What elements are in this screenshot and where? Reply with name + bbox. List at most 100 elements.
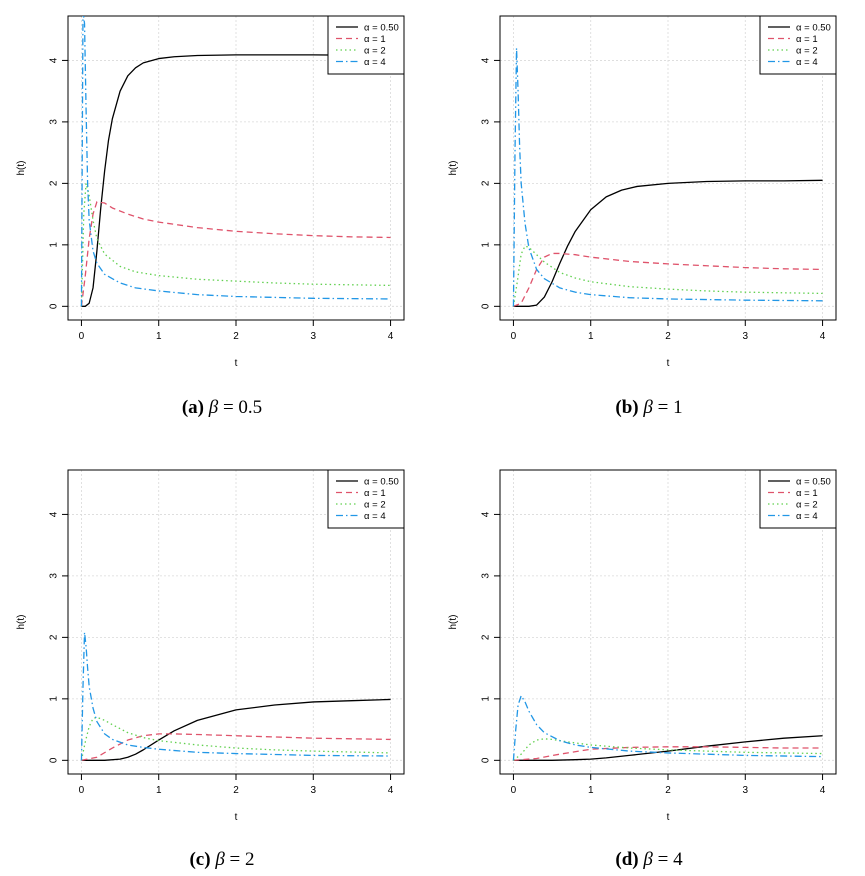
legend-label-4: α = 4 bbox=[796, 57, 818, 68]
legend: α = 0.50α = 1α = 2α = 4 bbox=[327, 469, 405, 529]
x-tick-label: 1 bbox=[156, 331, 162, 342]
y-tick-label: 3 bbox=[49, 573, 60, 579]
x-tick-label: 0 bbox=[511, 331, 517, 342]
chart-panel-d: 0 1 2 3 4 0 1 2 3 4 t h(t) α = 0.50α = 1α = 2α = 4 bbox=[448, 469, 837, 823]
caption-c-label: (c) bbox=[189, 849, 211, 870]
y-axis-label: h(t) bbox=[16, 615, 27, 630]
legend-label-2: α = 1 bbox=[364, 488, 386, 499]
series-line-1 bbox=[81, 698, 391, 761]
caption-b-label: (b) bbox=[615, 397, 639, 418]
series-group bbox=[512, 47, 823, 307]
caption-c: (c) β = 2 bbox=[6, 849, 438, 871]
legend-label-3: α = 2 bbox=[364, 46, 386, 57]
legend-box bbox=[327, 469, 405, 529]
legend-label-2: α = 1 bbox=[796, 34, 818, 45]
y-tick-label: 1 bbox=[481, 242, 492, 248]
caption-b: (b) β = 1 bbox=[433, 397, 865, 419]
series-line-1 bbox=[513, 735, 823, 761]
series-group bbox=[80, 16, 391, 307]
caption-d: (d) β = 4 bbox=[433, 849, 865, 871]
x-tick-label: 3 bbox=[310, 785, 316, 796]
chart-panel-c: 0 1 2 3 4 0 1 2 3 4 t h(t) α = 0.50α = 1α = 2α = 4 bbox=[16, 469, 405, 823]
x-tick-label: 0 bbox=[79, 331, 85, 342]
legend-label-2: α = 1 bbox=[796, 488, 818, 499]
y-tick-label: 4 bbox=[481, 57, 492, 63]
x-tick-label: 1 bbox=[588, 785, 594, 796]
caption-a-eq: = 0.5 bbox=[218, 397, 263, 418]
legend: α = 0.50α = 1α = 2α = 4 bbox=[759, 469, 837, 529]
legend-label-4: α = 4 bbox=[796, 511, 818, 522]
y-tick-label: 0 bbox=[481, 757, 492, 763]
y-tick-label: 4 bbox=[49, 511, 60, 517]
x-axis-label: t bbox=[235, 812, 238, 823]
y-tick-label: 1 bbox=[481, 696, 492, 702]
legend-label-1: α = 0.50 bbox=[796, 477, 831, 488]
x-tick-label: 0 bbox=[511, 785, 517, 796]
legend: α = 0.50α = 1α = 2α = 4 bbox=[327, 15, 405, 75]
y-tick-label: 3 bbox=[49, 119, 60, 125]
legend-label-3: α = 2 bbox=[796, 46, 818, 57]
caption-b-symbol: β bbox=[643, 397, 653, 418]
caption-d-label: (d) bbox=[615, 849, 639, 870]
caption-d-symbol: β bbox=[643, 849, 653, 870]
chart-panel-a: 0 1 2 3 4 0 1 2 3 4 t h(t) α = 0.50α = 1α = 2α = 4 bbox=[16, 15, 405, 369]
y-tick-label: 2 bbox=[49, 634, 60, 640]
x-tick-label: 4 bbox=[388, 331, 394, 342]
caption-a-symbol: β bbox=[208, 397, 219, 418]
y-axis-label: h(t) bbox=[448, 615, 459, 630]
series-line-4 bbox=[80, 631, 391, 761]
x-tick-label: 2 bbox=[233, 331, 239, 342]
series-line-2 bbox=[513, 746, 823, 761]
y-tick-label: 2 bbox=[481, 634, 492, 640]
x-tick-label: 2 bbox=[233, 785, 239, 796]
x-axis-label: t bbox=[667, 812, 670, 823]
caption-a-label: (a) bbox=[181, 397, 204, 418]
series-group bbox=[512, 695, 823, 761]
y-tick-label: 2 bbox=[481, 180, 492, 186]
x-tick-label: 1 bbox=[156, 785, 162, 796]
x-tick-label: 3 bbox=[310, 331, 316, 342]
y-axis-label: h(t) bbox=[448, 161, 459, 176]
series-line-3 bbox=[80, 716, 391, 761]
x-tick-label: 4 bbox=[388, 785, 394, 796]
x-axis-label: t bbox=[235, 358, 238, 369]
legend-label-1: α = 0.50 bbox=[796, 23, 831, 34]
caption-c-symbol: β bbox=[215, 849, 225, 870]
legend-label-2: α = 1 bbox=[364, 34, 386, 45]
y-tick-label: 3 bbox=[481, 573, 492, 579]
x-axis-label: t bbox=[667, 358, 670, 369]
legend-label-3: α = 2 bbox=[796, 500, 818, 511]
series-line-1 bbox=[81, 54, 391, 307]
legend-box bbox=[759, 469, 837, 529]
series-line-4 bbox=[512, 695, 823, 761]
y-axis-label: h(t) bbox=[16, 161, 27, 176]
caption-d-eq: = 4 bbox=[652, 849, 683, 870]
legend-box bbox=[327, 15, 405, 75]
x-tick-label: 4 bbox=[820, 785, 826, 796]
x-tick-label: 3 bbox=[742, 331, 748, 342]
y-tick-label: 1 bbox=[49, 242, 60, 248]
y-tick-label: 4 bbox=[481, 511, 492, 517]
series-group bbox=[80, 631, 391, 761]
series-line-2 bbox=[80, 201, 391, 307]
legend-label-1: α = 0.50 bbox=[364, 23, 399, 34]
caption-a: (a) β = 0.5 bbox=[6, 397, 438, 419]
y-tick-label: 4 bbox=[49, 57, 60, 63]
y-tick-label: 1 bbox=[49, 696, 60, 702]
x-tick-label: 2 bbox=[665, 785, 671, 796]
legend-box bbox=[759, 15, 837, 75]
x-tick-label: 4 bbox=[820, 331, 826, 342]
x-tick-label: 1 bbox=[588, 331, 594, 342]
x-tick-label: 2 bbox=[665, 331, 671, 342]
series-line-2 bbox=[513, 252, 823, 307]
y-tick-label: 2 bbox=[49, 180, 60, 186]
series-line-4 bbox=[512, 47, 823, 307]
x-tick-label: 3 bbox=[742, 785, 748, 796]
y-tick-label: 0 bbox=[49, 757, 60, 763]
caption-b-eq: = 1 bbox=[652, 397, 683, 418]
legend-label-4: α = 4 bbox=[364, 57, 386, 68]
y-tick-label: 0 bbox=[49, 303, 60, 309]
x-tick-label: 0 bbox=[79, 785, 85, 796]
series-line-4 bbox=[80, 16, 391, 307]
